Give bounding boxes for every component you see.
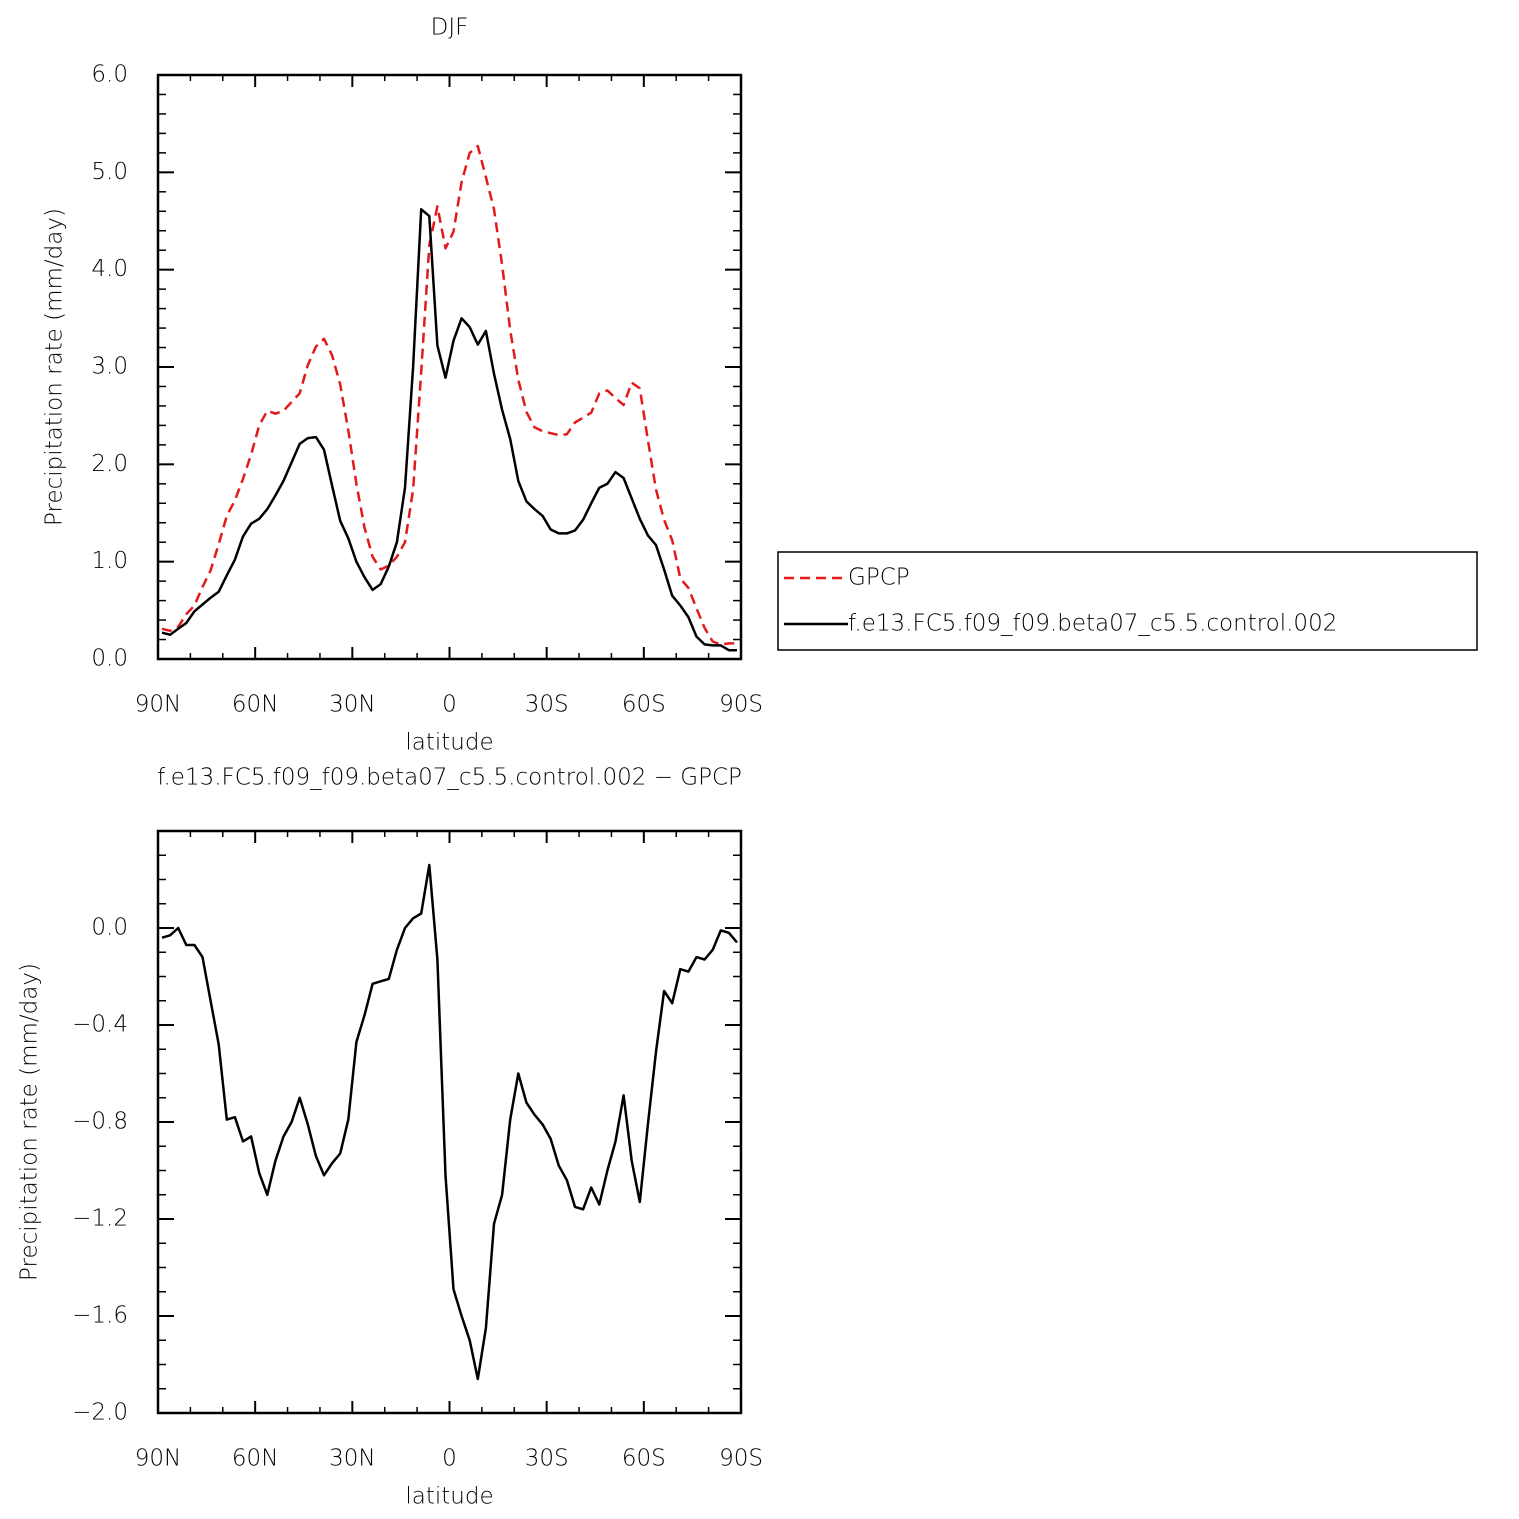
data-line [161,208,737,652]
x-tick-label: 0 [442,1446,457,1472]
plot-frame [156,829,743,1415]
x-tick-label: 60N [232,1446,278,1472]
plot-frame [156,73,743,661]
y-tick-label: 4.0 [91,256,128,282]
y-tick-label: 0.0 [91,915,128,941]
chart-title: DJF [431,15,469,41]
x-tick-label: 90N [135,692,181,718]
legend-label: GPCP [848,565,910,591]
x-tick-label: 90S [719,1446,763,1472]
x-tick-label: 30N [329,1446,375,1472]
x-tick-label: 60S [622,692,666,718]
y-tick-label: −1.6 [72,1303,128,1329]
x-tick-label: 90N [135,1446,181,1472]
y-axis-label: Precipitation rate (mm/day) [17,963,43,1281]
x-tick-label: 30S [525,1446,569,1472]
y-tick-label: −0.4 [72,1012,128,1038]
x-axis-label: latitude [405,1484,493,1510]
legend-box [777,551,1478,651]
y-tick-label: −1.2 [72,1206,128,1232]
x-axis-label: latitude [405,730,493,756]
x-tick-label: 0 [442,692,457,718]
y-tick-label: 2.0 [91,451,128,477]
y-tick-label: 0.0 [91,646,128,672]
y-tick-label: −2.0 [72,1400,128,1426]
x-tick-label: 90S [719,692,763,718]
y-tick-label: 1.0 [91,548,128,574]
chart-title: f.e13.FC5.f09_f09.beta07_c5.5.control.00… [157,765,742,791]
y-tick-label: 3.0 [91,354,128,380]
data-line [161,144,737,646]
x-tick-label: 60S [622,1446,666,1472]
x-tick-label: 30N [329,692,375,718]
y-tick-label: −0.8 [72,1109,128,1135]
x-tick-label: 60N [232,692,278,718]
y-axis-label: Precipitation rate (mm/day) [42,208,68,526]
legend-label: f.e13.FC5.f09_f09.beta07_c5.5.control.00… [848,611,1337,637]
data-line [161,863,738,1381]
y-tick-label: 5.0 [91,159,128,185]
x-tick-label: 30S [525,692,569,718]
y-tick-label: 6.0 [91,62,128,88]
